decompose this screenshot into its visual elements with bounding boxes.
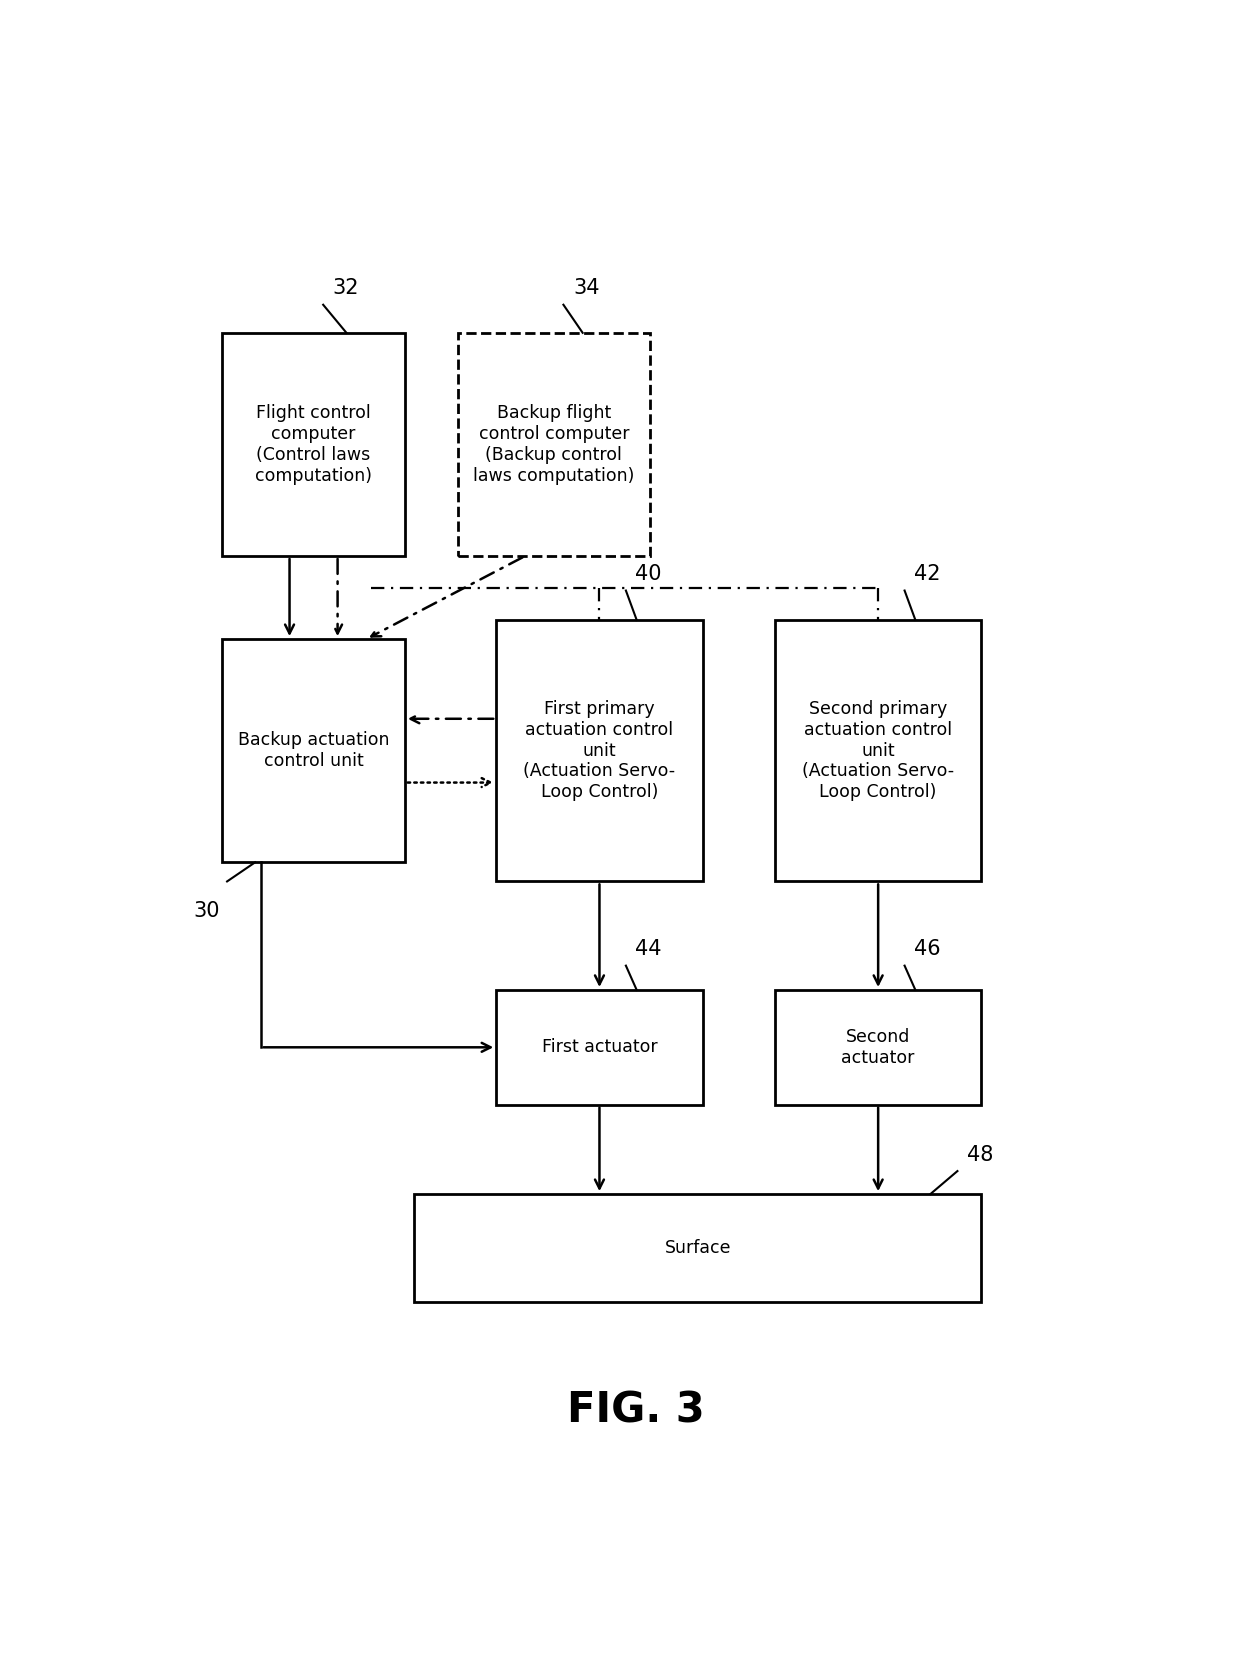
Text: First primary
actuation control
unit
(Actuation Servo-
Loop Control): First primary actuation control unit (Ac… <box>523 699 676 802</box>
Bar <box>458 333 650 557</box>
Bar <box>775 989 982 1105</box>
Bar <box>414 1195 982 1302</box>
Text: Second
actuator: Second actuator <box>842 1027 915 1067</box>
Text: 30: 30 <box>193 900 219 921</box>
Text: 48: 48 <box>967 1145 993 1165</box>
Text: Flight control
computer
(Control laws
computation): Flight control computer (Control laws co… <box>255 404 372 484</box>
Text: 46: 46 <box>914 940 941 959</box>
Bar <box>222 333 404 557</box>
Text: First actuator: First actuator <box>542 1039 657 1056</box>
Text: 34: 34 <box>573 278 599 298</box>
Text: Surface: Surface <box>665 1239 732 1258</box>
Bar <box>222 640 404 862</box>
Bar <box>496 989 703 1105</box>
Text: Backup flight
control computer
(Backup control
laws computation): Backup flight control computer (Backup c… <box>474 404 635 484</box>
Text: 32: 32 <box>332 278 360 298</box>
Text: 42: 42 <box>914 563 941 585</box>
Text: Second primary
actuation control
unit
(Actuation Servo-
Loop Control): Second primary actuation control unit (A… <box>802 699 955 802</box>
Text: Backup actuation
control unit: Backup actuation control unit <box>238 731 389 771</box>
Text: FIG. 3: FIG. 3 <box>567 1390 704 1432</box>
Bar <box>775 620 982 882</box>
Text: 40: 40 <box>635 563 662 585</box>
Bar <box>496 620 703 882</box>
Text: 44: 44 <box>635 940 662 959</box>
